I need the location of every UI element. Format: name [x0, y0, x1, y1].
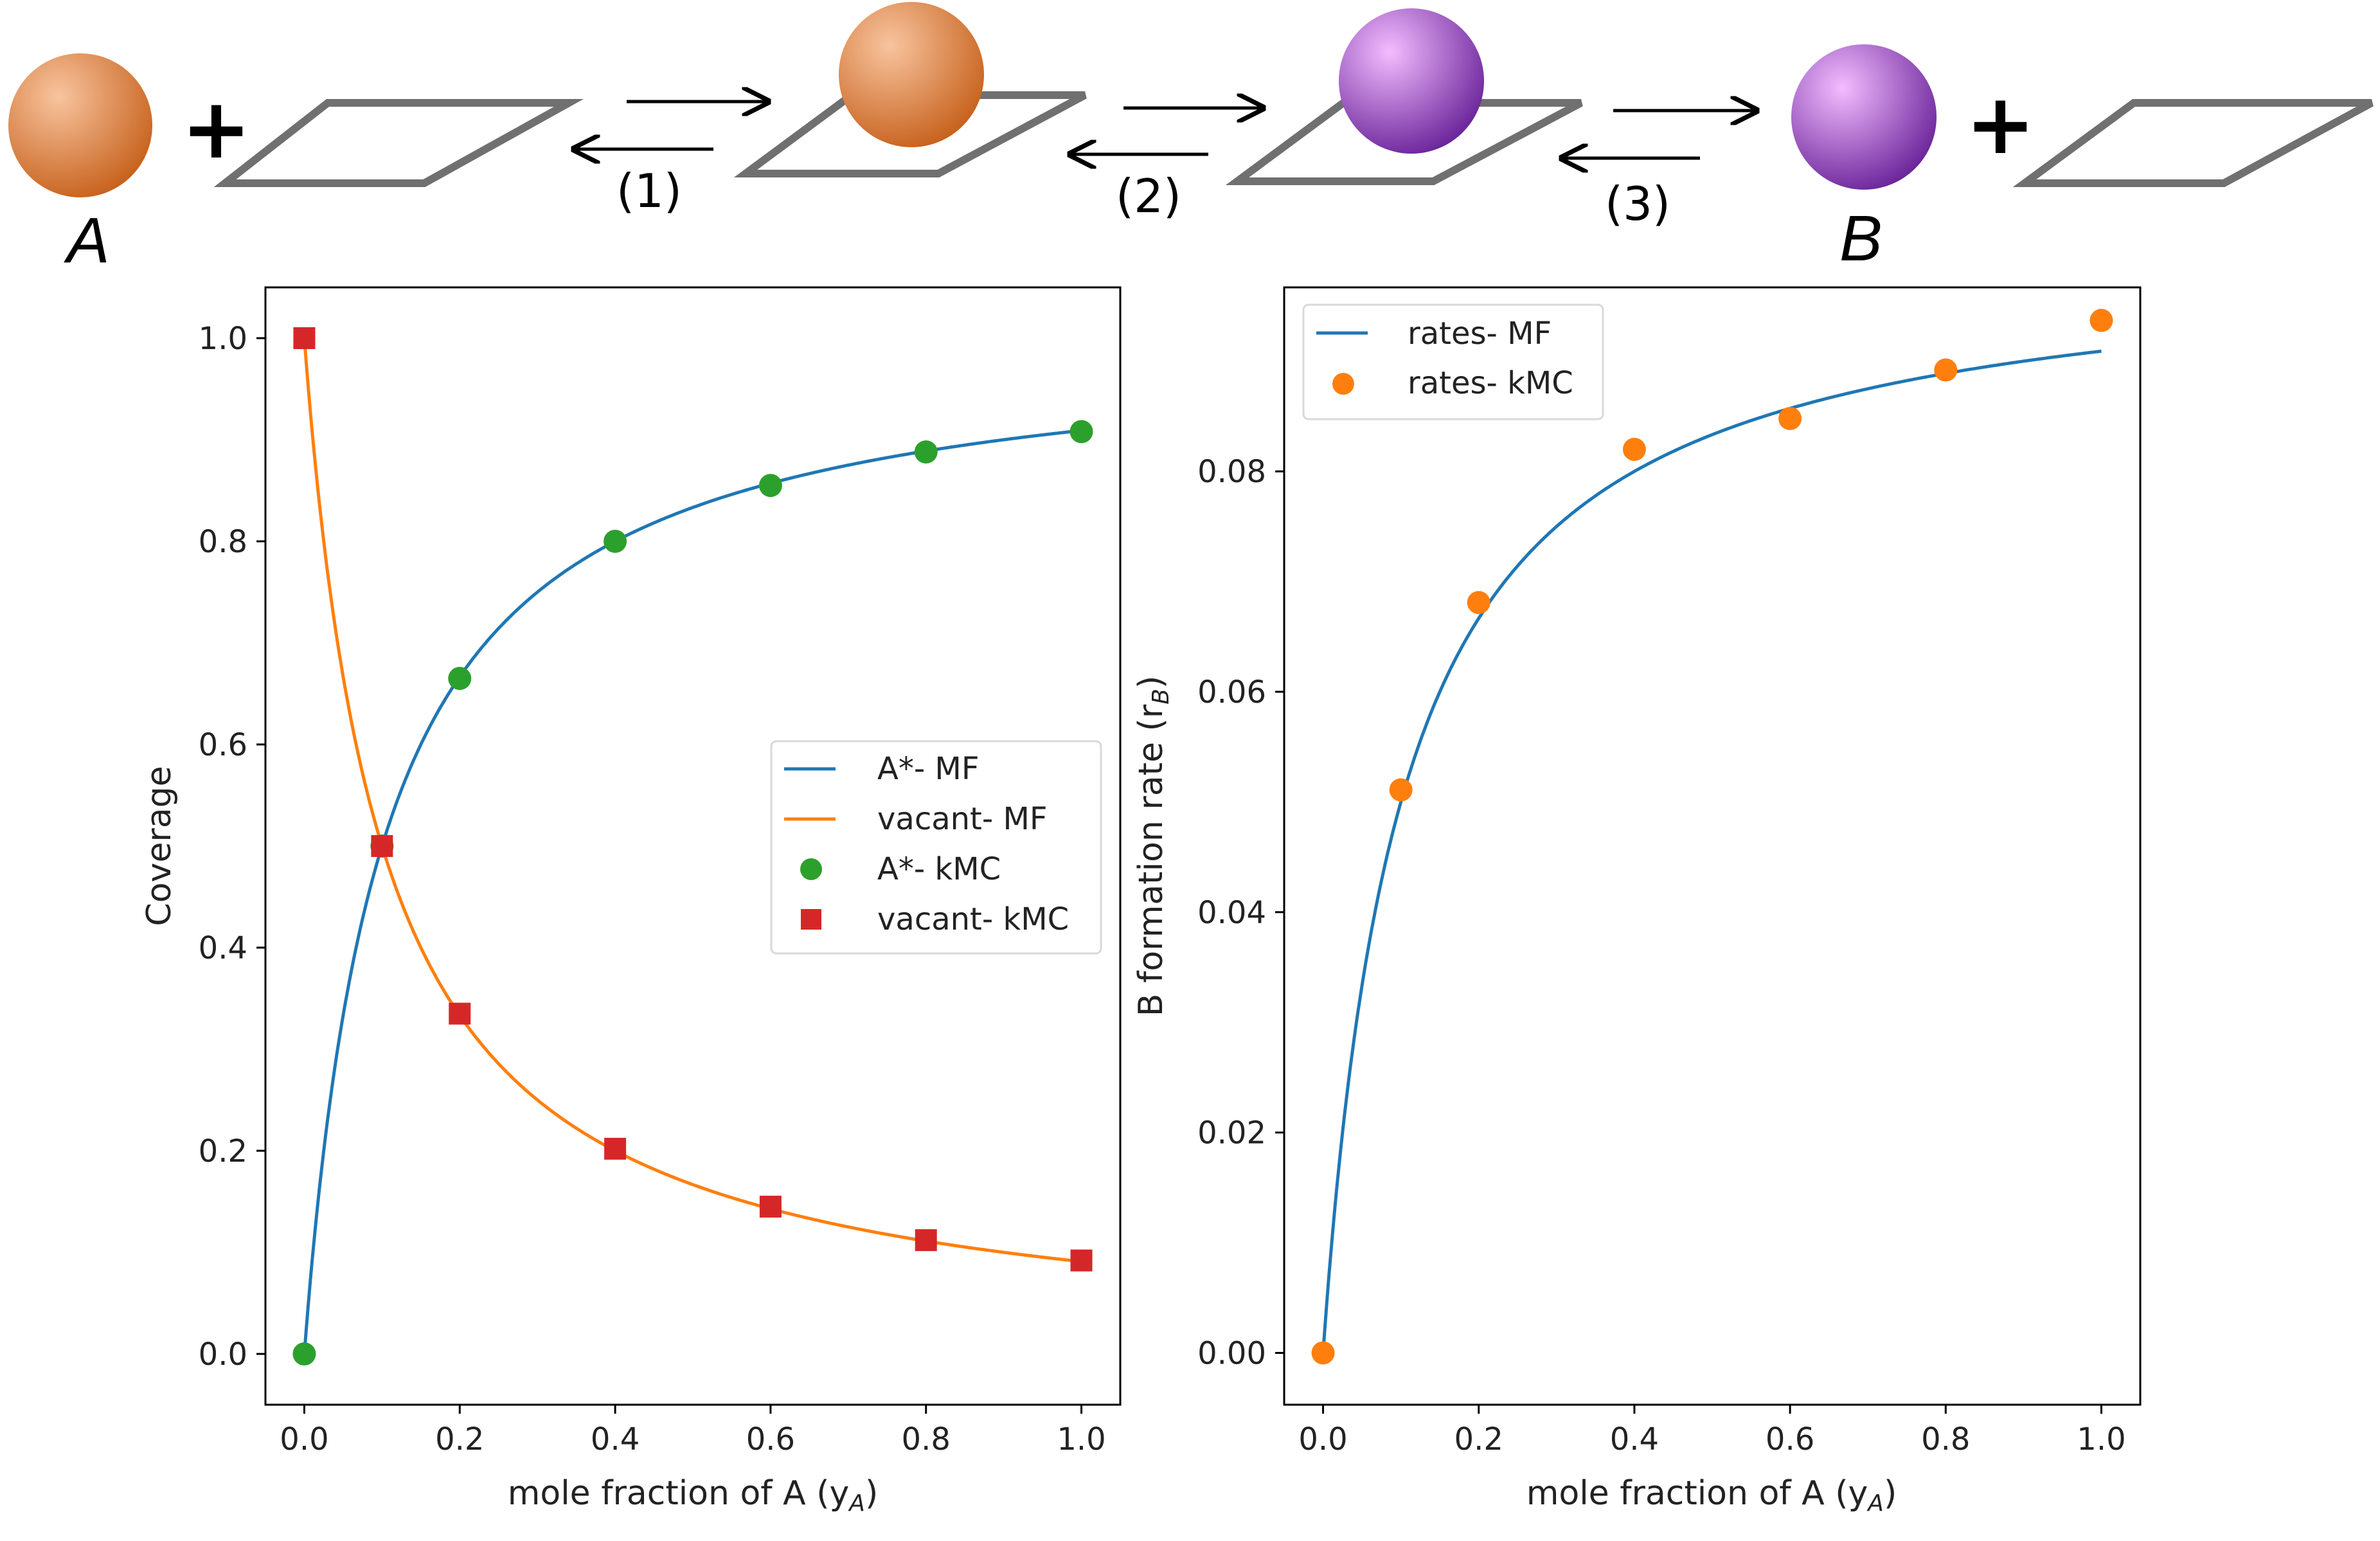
adsorbed-a-sphere: [839, 2, 984, 147]
y-tick-label: 0.4: [199, 930, 247, 966]
data-point-a-kmc: [914, 440, 938, 464]
data-point-a-kmc: [448, 667, 472, 690]
coverage-y-axis-label: Coverage: [140, 766, 179, 926]
legend-swatch-rates-kmc: [1332, 373, 1354, 395]
legend-label-a-kmc: A*- kMC: [877, 851, 1001, 887]
coverage-y-ticks: 0.0 0.2 0.4 0.6 0.8 1.0: [199, 321, 265, 1373]
step3-label: (3): [1605, 177, 1670, 231]
coverage-series: [292, 327, 1093, 1365]
coverage-chart: 0.0 0.2 0.4 0.6 0.8 1.0 0.0 0.2 0.4 0.6 0.8 1.0 mo…: [140, 286, 1122, 1517]
y-tick-label: 0.06: [1197, 674, 1266, 710]
site-with-a-surface: [733, 91, 1087, 177]
empty-site-surface-right: [2012, 99, 2374, 187]
data-point-vacant-kmc: [604, 1137, 627, 1160]
x-tick-label: 1.0: [2077, 1421, 2125, 1457]
legend-label-rates-mf: rates- MF: [1408, 316, 1552, 352]
data-point-rates-kmc: [1389, 778, 1413, 802]
data-point-rates-kmc: [1778, 406, 1802, 430]
x-tick-label: 0.8: [1921, 1421, 1970, 1457]
rate-plot-frame: [1283, 286, 2142, 1406]
site-with-b-surface: [1225, 99, 1583, 185]
data-point-vacant-kmc: [1070, 1249, 1093, 1272]
coverage-legend-box: [770, 740, 1102, 955]
y-tick-label: 0.6: [199, 727, 247, 763]
y-tick-label: 0.04: [1197, 895, 1266, 931]
reaction-scheme: A + (1) (2) (3) B +: [8, 2, 2374, 276]
species-a-label: A: [64, 204, 110, 276]
plus-sign-left: +: [181, 80, 251, 177]
y-tick-label: 0.00: [1197, 1335, 1266, 1371]
legend-label-vacant-mf: vacant- MF: [877, 801, 1047, 837]
plus-sign-right: +: [1965, 75, 2036, 173]
data-point-a-kmc: [758, 474, 782, 498]
data-point-a-kmc: [1069, 420, 1093, 444]
rate-x-ticks: 0.0 0.2 0.4 0.6 0.8 1.0: [1298, 1405, 2126, 1457]
x-tick-label: 0.0: [280, 1421, 328, 1457]
y-tick-label: 0.0: [199, 1337, 247, 1373]
rate-chart: 0.0 0.2 0.4 0.6 0.8 1.0 0.000.020.040.060.08 …: [1132, 286, 2142, 1517]
data-point-vacant-kmc: [915, 1229, 937, 1252]
coverage-x-ticks: 0.0 0.2 0.4 0.6 0.8 1.0: [280, 1405, 1106, 1457]
empty-site-surface-left: [213, 99, 584, 187]
x-tick-label: 0.4: [1610, 1421, 1659, 1457]
legend-swatch-a-kmc: [800, 858, 822, 880]
x-tick-label: 0.4: [591, 1421, 640, 1457]
x-tick-label: 0.0: [1298, 1421, 1347, 1457]
rate-y-ticks: 0.00 0.02 0.04 0.06 0.08: [1197, 454, 1284, 1371]
y-tick-label: 0.8: [199, 524, 247, 560]
data-point-rates-kmc: [1311, 1341, 1335, 1365]
adsorbed-b-sphere: [1339, 8, 1484, 154]
x-tick-label: 0.6: [746, 1421, 795, 1457]
x-tick-label: 0.2: [435, 1421, 484, 1457]
rate-y-axis-label: B formation rate (rB): [1132, 676, 1174, 1016]
legend-label-a-mf: A*- MF: [877, 751, 979, 787]
step2-label: (2): [1116, 169, 1181, 223]
y-tick-label: 0.2: [199, 1133, 247, 1169]
y-tick-label: 0.08: [1197, 454, 1266, 490]
data-point-rates-kmc: [1934, 358, 1958, 382]
step1-label: (1): [616, 164, 682, 218]
species-b-label: B: [1839, 203, 1883, 275]
data-point-vacant-kmc: [759, 1195, 782, 1218]
data-point-rates-kmc: [1622, 437, 1646, 461]
data-point-vacant-kmc: [293, 327, 316, 349]
x-tick-label: 0.6: [1766, 1421, 1814, 1457]
rate-legend: rates- MF rates- kMC: [1302, 303, 1604, 420]
series-line-vacant-mf: [303, 338, 1082, 1263]
legend-label-rates-kmc: rates- kMC: [1408, 365, 1573, 401]
data-point-rates-kmc: [2089, 309, 2113, 332]
series-line-a-mf: [303, 429, 1082, 1355]
coverage-x-axis-label: mole fraction of A (yA): [508, 1474, 878, 1517]
data-point-a-kmc: [292, 1342, 316, 1365]
data-point-vacant-kmc: [449, 1002, 471, 1025]
rate-legend-box: [1302, 303, 1604, 420]
species-b-sphere: [1791, 44, 1937, 190]
x-tick-label: 1.0: [1057, 1421, 1105, 1457]
legend-label-vacant-kmc: vacant- kMC: [877, 901, 1069, 937]
series-line-rates-mf: [1321, 349, 2102, 1353]
data-point-rates-kmc: [1467, 591, 1490, 615]
data-point-a-kmc: [604, 530, 627, 553]
coverage-legend: A*- MF vacant- MF A*- kMC vacant- kMC: [770, 740, 1102, 955]
y-tick-label: 1.0: [199, 321, 247, 357]
rate-x-axis-label: mole fraction of A (yA): [1526, 1474, 1897, 1517]
legend-swatch-vacant-kmc: [801, 909, 821, 930]
x-tick-label: 0.2: [1454, 1421, 1503, 1457]
x-tick-label: 0.8: [902, 1421, 951, 1457]
y-tick-label: 0.02: [1197, 1115, 1266, 1151]
data-point-vacant-kmc: [371, 835, 393, 857]
rate-series: [1311, 309, 2113, 1365]
species-a-sphere: [8, 53, 152, 197]
